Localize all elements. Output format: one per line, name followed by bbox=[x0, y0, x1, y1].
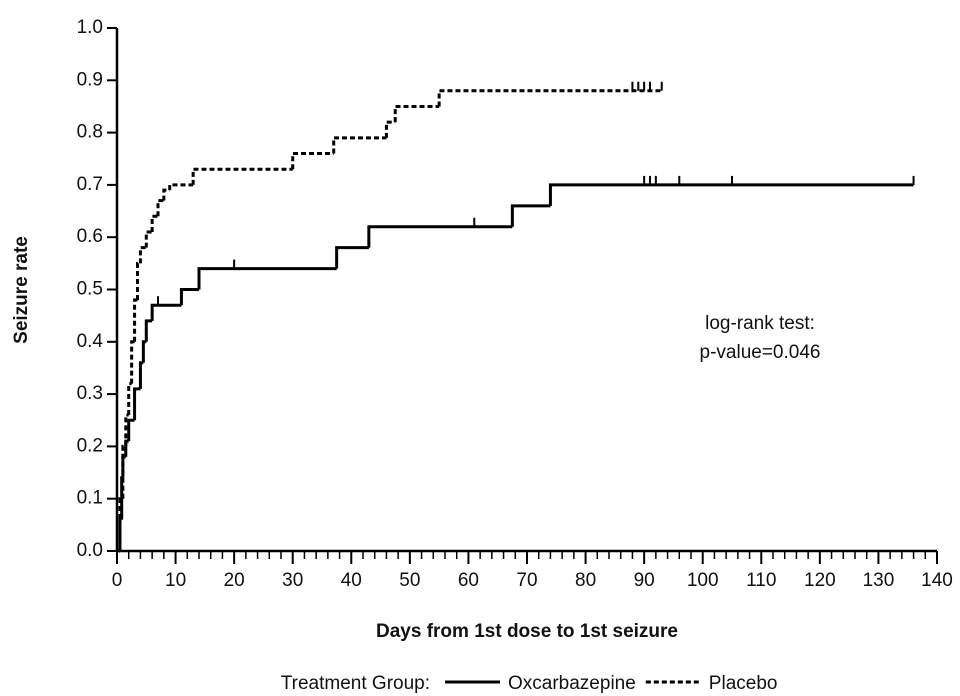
x-tick-label: 110 bbox=[746, 570, 776, 591]
step-segment bbox=[136, 261, 141, 300]
step-segment bbox=[168, 183, 194, 191]
x-tick-label: 20 bbox=[224, 570, 245, 591]
y-axis-label: Seizure rate bbox=[11, 236, 32, 344]
step-segment bbox=[291, 152, 334, 170]
step-segment bbox=[510, 204, 551, 227]
y-tick-label: 0.8 bbox=[77, 122, 103, 143]
step-segment bbox=[179, 288, 199, 306]
x-tick-label: 0 bbox=[112, 570, 123, 591]
y-tick-label: 0.3 bbox=[77, 383, 103, 404]
y-tick-label: 0.6 bbox=[77, 226, 103, 247]
step-segment bbox=[437, 89, 662, 107]
step-segment bbox=[393, 104, 440, 123]
step-segment bbox=[118, 497, 123, 551]
step-segment bbox=[150, 303, 182, 321]
step-segment bbox=[127, 382, 132, 416]
y-tick-label: 0.7 bbox=[77, 174, 103, 195]
legend-label: Placebo bbox=[709, 673, 778, 694]
step-segment bbox=[138, 361, 144, 389]
step-segment bbox=[191, 167, 293, 185]
annotation-2: p-value=0.046 bbox=[700, 342, 821, 363]
x-tick-label: 100 bbox=[687, 570, 719, 591]
step-segment bbox=[141, 340, 147, 363]
y-tick-label: 0.4 bbox=[77, 331, 104, 352]
x-tick-label: 60 bbox=[458, 570, 479, 591]
step-segment bbox=[133, 387, 141, 421]
step-segment bbox=[548, 183, 914, 206]
x-axis-label: Days from 1st dose to 1st seizure bbox=[376, 621, 678, 642]
step-segment bbox=[138, 246, 147, 264]
legend-label: Oxcarbazepine bbox=[508, 673, 636, 694]
x-tick-label: 30 bbox=[282, 570, 303, 591]
step-segment bbox=[162, 188, 170, 201]
x-tick-label: 40 bbox=[341, 570, 362, 591]
y-tick-label: 1.0 bbox=[77, 17, 103, 38]
step-segment bbox=[130, 340, 135, 384]
step-segment bbox=[384, 120, 396, 138]
step-segment bbox=[150, 214, 158, 232]
step-segment bbox=[144, 319, 153, 342]
legend-title: Treatment Group: bbox=[281, 673, 430, 694]
step-segment bbox=[367, 225, 513, 248]
y-tick-label: 0.5 bbox=[77, 279, 103, 300]
step-segment bbox=[335, 246, 369, 269]
step-segment bbox=[197, 267, 337, 290]
x-tick-label: 120 bbox=[804, 570, 836, 591]
step-segment bbox=[144, 230, 153, 248]
step-segment bbox=[133, 298, 138, 342]
x-tick-label: 140 bbox=[921, 570, 953, 591]
y-tick-label: 0.0 bbox=[77, 540, 103, 561]
x-tick-label: 80 bbox=[575, 570, 596, 591]
y-tick-label: 0.1 bbox=[77, 488, 103, 509]
y-tick-label: 0.9 bbox=[77, 69, 103, 90]
x-tick-label: 10 bbox=[165, 570, 186, 591]
x-tick-label: 50 bbox=[399, 570, 420, 591]
step-segment bbox=[156, 199, 164, 217]
annotation-1: log-rank test: bbox=[705, 313, 815, 334]
x-tick-label: 90 bbox=[634, 570, 655, 591]
step-segment bbox=[332, 136, 387, 154]
x-tick-label: 130 bbox=[863, 570, 895, 591]
y-tick-label: 0.2 bbox=[77, 435, 103, 456]
step-segment bbox=[121, 444, 126, 499]
step-segment bbox=[127, 418, 135, 442]
x-tick-label: 70 bbox=[516, 570, 537, 591]
